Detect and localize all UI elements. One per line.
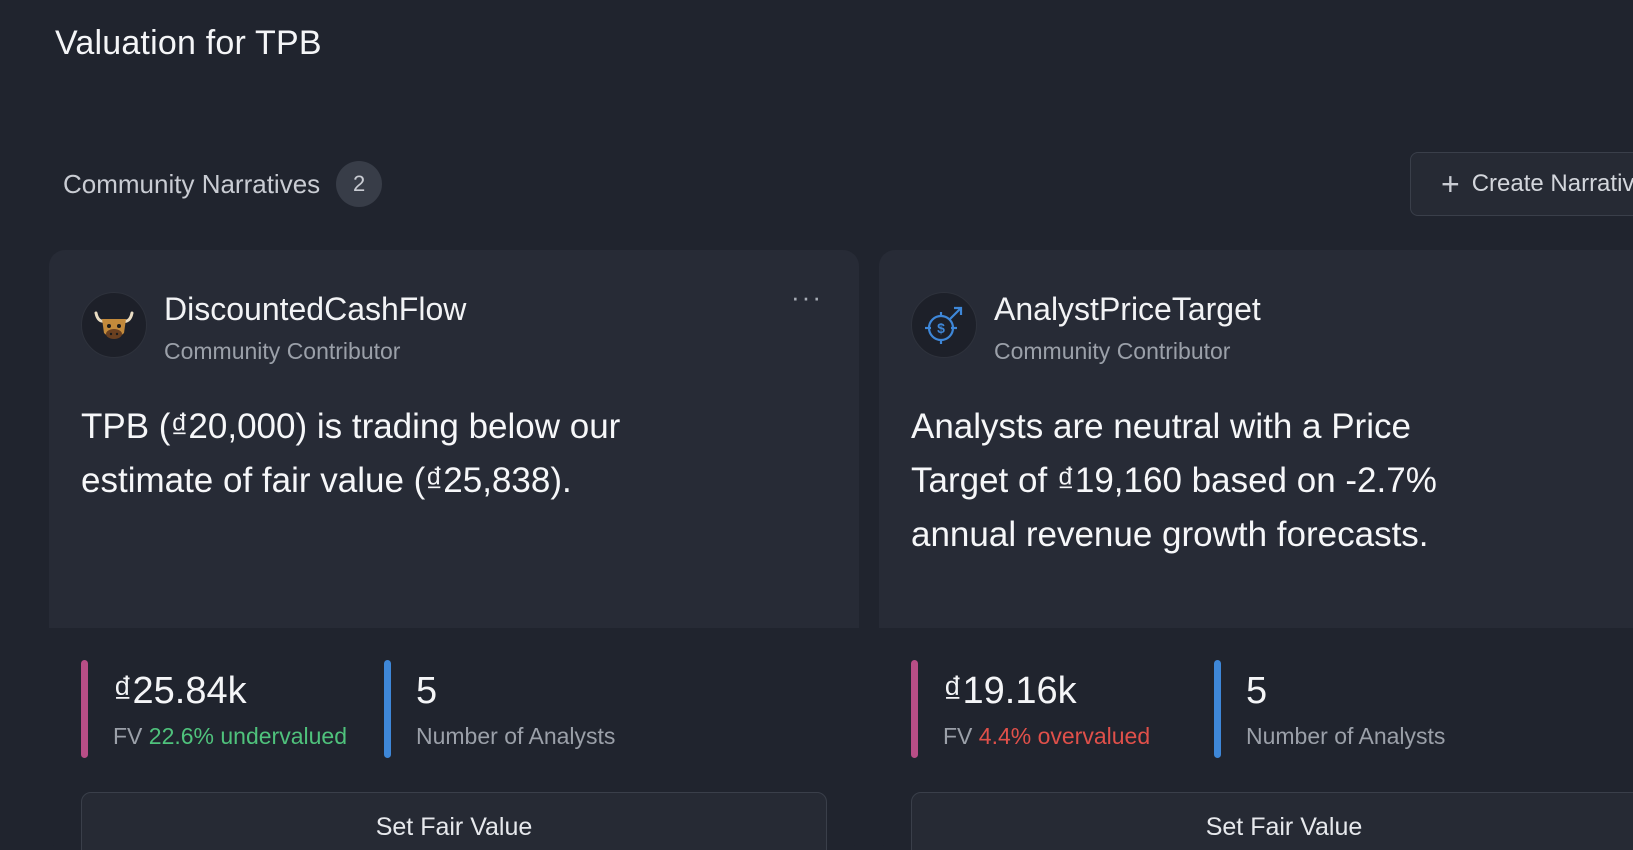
analysts-bar (1214, 660, 1221, 758)
analysts-label: Number of Analysts (416, 723, 616, 749)
plus-icon: + (1441, 166, 1460, 202)
fair-value-metric: ₫25.84k FV 22.6% undervalued (81, 660, 347, 758)
card-header: DiscountedCashFlow Community Contributor (81, 290, 466, 365)
create-narrative-button[interactable]: + Create Narrativ (1410, 152, 1633, 216)
narrative-card-dcf[interactable]: DiscountedCashFlow Community Contributor… (49, 250, 859, 850)
analysts-bar (384, 660, 391, 758)
narrative-card-analyst[interactable]: $ AnalystPriceTarget Community Contribut… (879, 250, 1633, 850)
analysts-metric: 5 Number of Analysts (1214, 660, 1445, 758)
analysts-metric: 5 Number of Analysts (384, 660, 615, 758)
narrative-summary: Analysts are neutral with a Price Target… (911, 407, 1437, 554)
create-narrative-label: Create Narrativ (1471, 170, 1633, 197)
analysts-label: Number of Analysts (1246, 723, 1446, 749)
narratives-count-badge: 2 (336, 161, 383, 207)
card-footer: ₫19.16k FV 4.4% overvalued 5 Number of A… (879, 628, 1633, 850)
fair-value-metric: ₫19.16k FV 4.4% overvalued (911, 660, 1150, 758)
narrative-summary: TPB (₫20,000) is trading below our estim… (81, 407, 621, 500)
bull-mascot-icon[interactable] (81, 292, 147, 358)
analysts-count: 5 (416, 670, 438, 712)
fair-value: ₫25.84k (113, 670, 247, 712)
author-name[interactable]: AnalystPriceTarget (994, 291, 1261, 327)
narratives-header: Community Narratives 2 (63, 161, 383, 207)
fair-value: ₫19.16k (943, 670, 1077, 712)
dollar-target-icon[interactable]: $ (911, 292, 977, 358)
fair-value-bar (81, 660, 88, 758)
fv-label: FV (113, 723, 143, 749)
fair-value-bar (911, 660, 918, 758)
analysts-count: 5 (1246, 670, 1268, 712)
set-fair-value-button[interactable]: Set Fair Value (911, 792, 1633, 850)
author-role: Community Contributor (164, 338, 401, 364)
author-name[interactable]: DiscountedCashFlow (164, 291, 467, 327)
set-fair-value-button[interactable]: Set Fair Value (81, 792, 827, 850)
narratives-label: Community Narratives (63, 168, 321, 199)
valuation-status: 22.6% undervalued (148, 723, 347, 749)
svg-text:$: $ (937, 320, 945, 336)
more-options-icon[interactable]: ··· (791, 282, 823, 312)
card-header: $ AnalystPriceTarget Community Contribut… (911, 290, 1261, 365)
fv-label: FV (943, 723, 973, 749)
valuation-status: 4.4% overvalued (978, 723, 1151, 749)
card-footer: ₫25.84k FV 22.6% undervalued 5 Number of… (49, 628, 859, 850)
page-title: Valuation for TPB (55, 24, 322, 62)
author-role: Community Contributor (994, 338, 1231, 364)
